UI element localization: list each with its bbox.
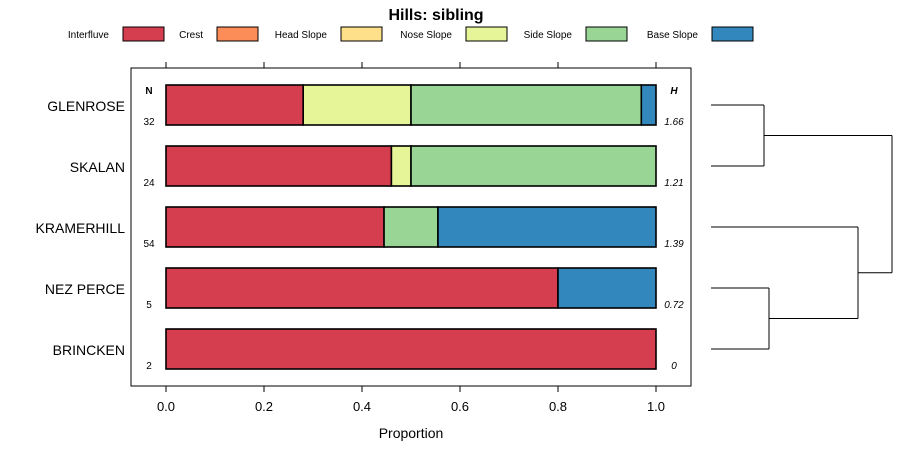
legend-swatch	[711, 26, 754, 42]
n-value: 2	[146, 361, 152, 372]
h-header: H	[670, 86, 678, 97]
legend-label: Base Slope	[647, 30, 699, 41]
x-axis-ticks: 0.0 0.2 0.4 0.6 0.8 1.0	[157, 62, 665, 414]
category-label: GLENROSE	[47, 98, 125, 114]
bar-segment-base-slope	[437, 206, 657, 248]
bar-segment-interfluve	[165, 145, 393, 187]
tick-label: 1.0	[647, 399, 665, 414]
tick-label: 0.4	[353, 399, 371, 414]
bars	[165, 84, 657, 370]
bar-segment-interfluve	[165, 84, 304, 126]
n-value: 24	[143, 178, 155, 189]
tick-label: 0.2	[255, 399, 273, 414]
tick-label: 0.0	[157, 399, 175, 414]
bar-segment-interfluve	[165, 206, 385, 248]
dendrogram	[711, 104, 893, 350]
category-label: SKALAN	[70, 159, 125, 175]
tick-label: 0.6	[451, 399, 469, 414]
legend: Interfluve Crest Head Slope Nose Slope Side …	[68, 26, 754, 42]
h-value: 0	[671, 361, 677, 372]
legend-swatch	[465, 26, 508, 42]
chart-title: Hills: sibling	[388, 7, 483, 24]
bar-segment-nose-slope	[390, 145, 412, 187]
legend-label: Nose Slope	[400, 30, 452, 41]
legend-swatch	[216, 26, 259, 42]
legend-swatch	[122, 26, 165, 42]
legend-swatch	[340, 26, 383, 42]
bar-segment-side-slope	[383, 206, 439, 248]
legend-label: Head Slope	[275, 30, 328, 41]
bar-segment-base-slope	[640, 84, 657, 126]
h-value: 1.66	[664, 117, 684, 128]
n-value: 54	[143, 239, 155, 250]
bar-segment-side-slope	[410, 145, 657, 187]
legend-label: Crest	[179, 30, 203, 41]
h-value: 1.21	[664, 178, 683, 189]
legend-swatch	[585, 26, 628, 42]
legend-label: Interfluve	[68, 30, 110, 41]
n-header: N	[145, 86, 152, 97]
plot-frame	[130, 67, 692, 387]
n-value: 32	[143, 117, 155, 128]
row-labels: GLENROSE 32 1.66 SKALAN 24 1.21 KRAMERHILL 54 1.…	[36, 98, 685, 372]
bar-segment-side-slope	[410, 84, 643, 126]
h-value: 1.39	[664, 239, 684, 250]
bar-segment-interfluve	[165, 328, 657, 370]
category-label: BRINCKEN	[53, 342, 125, 358]
bar-segment-interfluve	[165, 267, 559, 309]
x-axis-label: Proportion	[379, 425, 444, 441]
n-value: 5	[146, 300, 152, 311]
tick-label: 0.8	[549, 399, 567, 414]
h-value: 0.72	[664, 300, 684, 311]
bar-segment-base-slope	[557, 267, 657, 309]
category-label: NEZ PERCE	[45, 281, 125, 297]
bar-segment-nose-slope	[302, 84, 412, 126]
legend-label: Side Slope	[524, 30, 573, 41]
category-label: KRAMERHILL	[36, 220, 126, 236]
